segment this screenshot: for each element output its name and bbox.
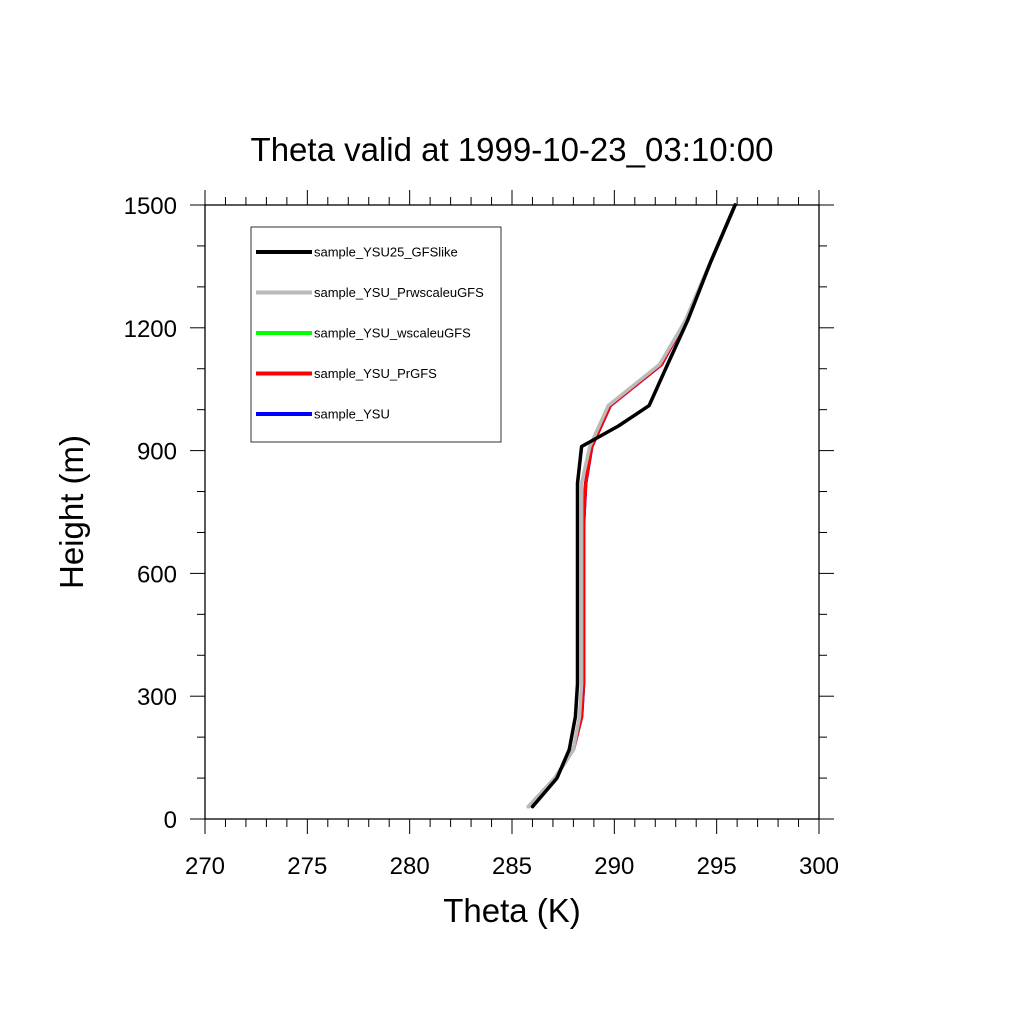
series-line-1: [530, 203, 737, 809]
x-tick-label: 270: [185, 853, 225, 880]
series-line-4: [526, 203, 737, 809]
x-tick-label: 275: [287, 853, 327, 880]
x-tick-label: 285: [492, 853, 532, 880]
plot-frame: [204, 204, 820, 820]
x-axis-title: Theta (K): [443, 892, 581, 929]
y-tick-label: 0: [164, 807, 177, 834]
axes: 270 275 280 285 290 295 300 0 300 600 900 1200 1500: [124, 190, 839, 880]
legend-label: sample_YSU: [314, 407, 390, 422]
chart-title: Theta valid at 1999-10-23_03:10:00: [251, 131, 774, 168]
y-tick-label: 1500: [124, 193, 177, 220]
series-lines: [526, 203, 737, 809]
legend: sample_YSU25_GFSlike sample_YSU_Prwscaleu…: [250, 226, 502, 443]
y-tick-label: 900: [137, 439, 177, 466]
legend-label: sample_YSU_wscaleuGFS: [314, 326, 471, 341]
y-tick-label: 1200: [124, 316, 177, 343]
x-tick-label: 300: [799, 853, 839, 880]
legend-label: sample_YSU25_GFSlike: [314, 245, 458, 260]
legend-label: sample_YSU_PrwscaleuGFS: [314, 285, 484, 300]
x-tick-label: 280: [390, 853, 430, 880]
x-tick-label: 295: [697, 853, 737, 880]
series-line-2: [526, 203, 737, 809]
y-tick-label: 300: [137, 684, 177, 711]
y-axis-title: Height (m): [53, 435, 90, 589]
legend-label: sample_YSU_PrGFS: [314, 366, 437, 381]
series-line-3: [526, 203, 737, 809]
x-tick-label: 290: [594, 853, 634, 880]
y-tick-label: 600: [137, 561, 177, 588]
series-line-5: [526, 203, 737, 809]
